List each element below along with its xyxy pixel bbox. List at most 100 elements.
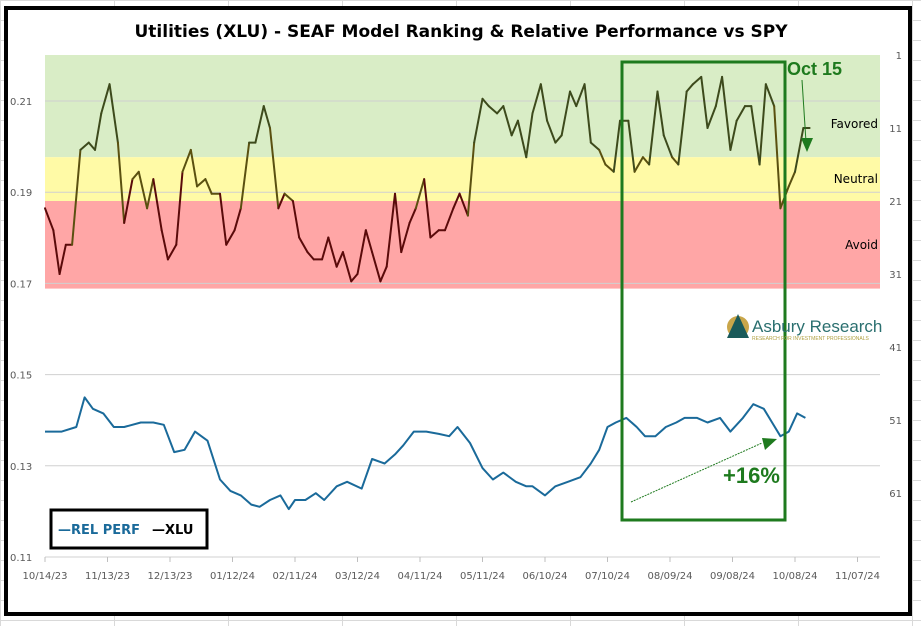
- xlu-line-segment: [685, 83, 694, 93]
- xlu-line-segment: [262, 105, 271, 129]
- xlu-line-segment: [189, 148, 199, 188]
- xlu-line-segment: [473, 97, 484, 144]
- xlu-line-segment: [408, 207, 417, 224]
- xlu-line-segment: [100, 83, 111, 115]
- annotation-oct15-arrow: [801, 79, 807, 143]
- xlu-line-segment: [327, 236, 338, 268]
- xlu-line-segment: [321, 236, 330, 261]
- legend-xlu: —XLU: [152, 523, 193, 538]
- xlu-line-segment: [648, 90, 659, 166]
- xlu-line-segment: [677, 90, 688, 166]
- right-tick-label: 11: [889, 124, 902, 135]
- right-tick-label: 31: [889, 270, 902, 281]
- xlu-line-segment: [298, 236, 309, 254]
- xlu-line-segment: [254, 105, 265, 144]
- asbury-logo-icon: [727, 314, 749, 338]
- left-tick-label: 0.13: [10, 462, 32, 473]
- zone-neutral: [45, 157, 880, 201]
- xlu-line-segment: [175, 170, 184, 246]
- xlu-line-segment: [394, 192, 403, 254]
- xlu-line-segment: [589, 141, 601, 151]
- x-tick-label: 04/11/24: [398, 571, 443, 582]
- xlu-line-segment: [575, 83, 586, 108]
- zone-label-favored: Favored: [831, 117, 878, 131]
- xlu-line-segment: [423, 178, 432, 239]
- xlu-line-segment: [539, 83, 549, 122]
- x-tick-label: 02/11/24: [273, 571, 318, 582]
- xlu-line-segment: [773, 105, 782, 210]
- left-tick-label: 0.21: [10, 97, 32, 108]
- annotation-oct15: Oct 15: [787, 59, 842, 79]
- xlu-line-segment: [385, 192, 396, 268]
- legend: —REL PERF —XLU: [49, 508, 209, 550]
- xlu-line-segment: [612, 119, 621, 173]
- xlu-line-segment: [350, 273, 359, 283]
- xlu-line-segment: [554, 134, 563, 144]
- xlu-line-segment: [71, 148, 82, 246]
- xlu-line-segment: [531, 83, 542, 115]
- rel-perf-line: [45, 396, 806, 511]
- legend-box: [49, 508, 209, 550]
- xlu-line-segment: [569, 90, 578, 108]
- xlu-line-segment: [466, 141, 476, 217]
- xlu-line-segment: [787, 170, 796, 188]
- xlu-line-segment: [721, 75, 732, 151]
- zone-label-neutral: Neutral: [834, 172, 878, 186]
- xlu-line-segment: [291, 200, 301, 239]
- x-tick-label: 10/08/24: [773, 571, 818, 582]
- xlu-line-segment: [94, 112, 103, 151]
- xlu-line-segment: [525, 112, 534, 159]
- x-tick-label: 10/14/23: [23, 571, 68, 582]
- xlu-line-segment: [52, 229, 61, 275]
- xlu-line-segment: [400, 221, 411, 254]
- arrowhead-icon: [801, 138, 813, 152]
- xlu-line-segment: [166, 243, 178, 261]
- highlight-box: [620, 60, 787, 522]
- watermark-brand: Asbury Research: [752, 317, 882, 336]
- xlu-line-segment: [137, 170, 149, 210]
- xlu-line-segment: [510, 119, 519, 137]
- xlu-line-segment: [604, 163, 615, 173]
- xlu-line-segment: [196, 178, 207, 188]
- xlu-line-segment: [58, 243, 67, 275]
- xlu-line-segment: [729, 119, 738, 151]
- xlu-line-segment: [269, 127, 280, 210]
- asbury-watermark: Asbury Research RESEARCH FOR INVESTMENT …: [727, 314, 882, 342]
- annotation-16pct: +16%: [723, 463, 780, 488]
- xlu-line-segment: [546, 119, 557, 144]
- right-tick-label: 1: [896, 51, 902, 62]
- xlu-line-segment: [758, 83, 767, 166]
- left-tick-label: 0.11: [10, 553, 32, 564]
- xlu-line-segment: [152, 178, 163, 232]
- legend-rel-perf: —REL PERF: [58, 523, 140, 538]
- xlu-line-segment: [627, 119, 636, 173]
- zone-avoid: [45, 201, 880, 289]
- xlu-line-segment: [691, 75, 703, 86]
- xlu-line-segment: [79, 141, 90, 151]
- xlu-line-segment: [306, 251, 315, 261]
- xlu-line-segment: [481, 97, 490, 108]
- xlu-line-segment: [502, 105, 513, 137]
- xlu-line-segment: [379, 265, 388, 283]
- x-tick-label: 03/12/24: [335, 571, 380, 582]
- right-tick-label: 41: [889, 343, 902, 354]
- xlu-line-segment: [452, 192, 461, 210]
- xlu-line-segment: [444, 207, 455, 232]
- left-tick-label: 0.15: [10, 371, 32, 382]
- xlu-line-segment: [87, 141, 96, 151]
- xlu-line-segment: [283, 192, 294, 202]
- x-tick-label: 12/13/23: [148, 571, 193, 582]
- xlu-line-segment: [335, 251, 344, 268]
- xlu-line-segment: [598, 148, 607, 166]
- x-tick-label: 11/07/24: [835, 571, 880, 582]
- xlu-line-segment: [181, 148, 192, 173]
- xlu-line-segment: [233, 207, 242, 232]
- xlu-line-segment: [671, 156, 680, 166]
- right-tick-label: 21: [889, 197, 902, 208]
- x-tick-label: 07/10/24: [585, 571, 630, 582]
- xlu-line-segment: [656, 90, 665, 137]
- xlu-line-segment: [714, 75, 724, 108]
- x-tick-label: 05/11/24: [460, 571, 505, 582]
- xlu-line-segment: [633, 156, 644, 173]
- xlu-line-segment: [662, 134, 674, 159]
